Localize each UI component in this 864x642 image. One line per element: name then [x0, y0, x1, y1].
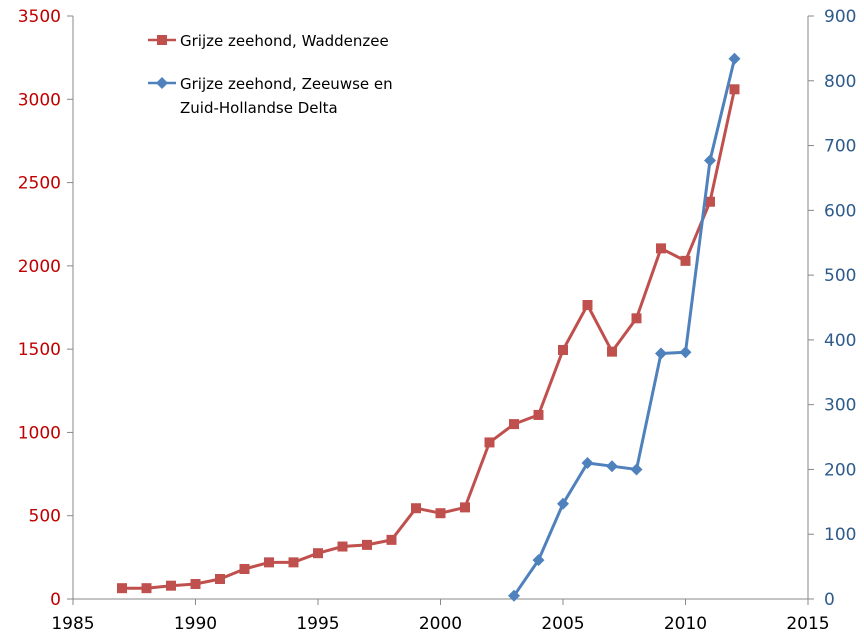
legend-swatch-delta-marker: [156, 77, 168, 89]
y-left-tick-label: 2500: [18, 174, 61, 194]
chart-series-layer: [117, 52, 741, 602]
y-left-tick-label: 500: [29, 507, 61, 527]
x-tick-label: 2005: [541, 614, 584, 634]
x-tick-label: 2010: [664, 614, 707, 634]
data-point-waddenzee: [411, 503, 421, 514]
x-tick-label: 2015: [786, 614, 829, 634]
y-right-tick-label: 200: [824, 460, 856, 480]
series-line-waddenzee: [122, 88, 736, 590]
y-right-tick-label: 800: [824, 72, 856, 92]
data-point-waddenzee: [435, 508, 446, 519]
y-right-tick-label: 500: [824, 266, 856, 286]
legend-label-delta-line1: Grijze zeehond, Zeeuwse en: [180, 75, 393, 93]
data-point-waddenzee: [607, 346, 617, 357]
data-point-waddenzee: [484, 437, 495, 448]
data-point-delta: [704, 154, 716, 167]
y-right-tick-label: 700: [824, 137, 856, 157]
y-left-tick-label: 2000: [18, 257, 61, 277]
y-right-tick-label: 900: [824, 7, 856, 27]
y-left-tick-label: 1500: [18, 340, 61, 360]
data-point-waddenzee: [166, 580, 176, 591]
data-point-delta: [655, 347, 667, 360]
data-point-delta: [606, 460, 618, 473]
legend-swatch-waddenzee-marker: [157, 35, 167, 45]
data-point-waddenzee: [386, 534, 397, 545]
data-point-waddenzee: [313, 548, 323, 559]
data-point-delta: [728, 52, 741, 65]
y-left-tick-label: 3500: [18, 7, 61, 27]
data-point-waddenzee: [215, 574, 225, 585]
data-point-delta: [581, 456, 594, 469]
y-right-tick-label: 400: [824, 331, 856, 351]
data-point-delta: [557, 497, 569, 510]
data-point-delta: [532, 554, 545, 567]
data-point-waddenzee: [264, 557, 274, 568]
data-point-waddenzee: [190, 579, 201, 590]
x-tick-label: 1990: [174, 614, 217, 634]
data-point-waddenzee: [288, 557, 299, 568]
chart-legend: Grijze zeehond, Waddenzee Grijze zeehond…: [148, 32, 393, 117]
legend-label-delta-line2: Zuid-Hollandse Delta: [180, 99, 338, 117]
data-point-delta: [630, 463, 643, 476]
data-point-waddenzee: [239, 564, 250, 575]
legend-label-waddenzee: Grijze zeehond, Waddenzee: [180, 32, 389, 50]
y-right-tick-label: 100: [824, 525, 856, 545]
x-tick-label: 1995: [296, 614, 339, 634]
y-left-tick-label: 3000: [18, 90, 61, 110]
x-tick-label: 2000: [419, 614, 462, 634]
data-point-waddenzee: [533, 409, 544, 420]
x-tick-label: 1985: [51, 614, 94, 634]
data-point-waddenzee: [705, 196, 715, 207]
data-point-delta: [508, 589, 520, 602]
data-point-waddenzee: [117, 583, 127, 594]
data-point-waddenzee: [656, 243, 666, 254]
y-right-tick-label: 0: [824, 590, 835, 610]
chart-axes: 0 500 1000 1500 2000 2500 3000 3500 0 100 200 300 40…: [18, 7, 857, 634]
y-right-tick-label: 600: [824, 201, 856, 221]
data-point-waddenzee: [729, 84, 740, 95]
data-point-waddenzee: [558, 344, 568, 355]
data-point-waddenzee: [509, 419, 519, 430]
data-point-waddenzee: [362, 539, 372, 550]
data-point-waddenzee: [460, 502, 470, 513]
series-line-delta: [512, 58, 736, 597]
y-left-tick-label: 0: [50, 590, 61, 610]
y-right-tick-label: 300: [824, 396, 856, 416]
data-point-waddenzee: [631, 313, 642, 324]
data-point-waddenzee: [337, 541, 348, 552]
data-point-delta: [679, 346, 692, 359]
y-left-tick-label: 1000: [18, 423, 61, 443]
data-point-waddenzee: [141, 583, 152, 594]
data-point-waddenzee: [680, 255, 691, 266]
data-point-waddenzee: [582, 300, 593, 311]
